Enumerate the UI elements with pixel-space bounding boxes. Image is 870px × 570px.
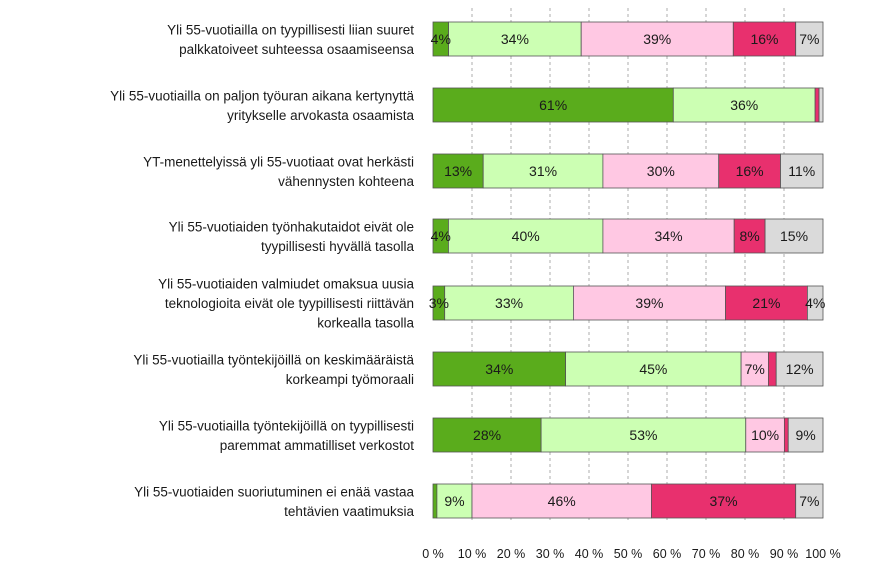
data-label: 7% (799, 31, 819, 47)
bar-segment (602, 153, 720, 189)
data-label: 4% (805, 295, 825, 311)
data-label: 37% (710, 493, 738, 509)
data-label: 16% (736, 163, 764, 179)
bar-segment (814, 87, 820, 123)
category-labels: Yli 55-vuotiailla on tyypillisesti liian… (110, 22, 414, 519)
data-label: 34% (485, 361, 513, 377)
data-label: 13% (444, 163, 472, 179)
bar-segment (775, 351, 824, 387)
data-label: 4% (431, 228, 451, 244)
x-axis-tick-labels: 0 % 10 % 20 % 30 % 40 % 50 % 60 % 70 % 80 % 90 % 1… (422, 547, 841, 561)
x-tick-label: 70 % (692, 547, 721, 561)
data-label: 40% (512, 228, 540, 244)
bar-segment (795, 483, 824, 519)
bar-segment (651, 483, 797, 519)
data-labels: 4% 34% 39% 16% 7% 61% 36% 13% 31% 30% 16% 11% 4% 40% 3… (429, 31, 826, 509)
bar-segment (444, 285, 574, 321)
category-label: Yli 55-vuotiailla työntekijöillä on kesk… (133, 352, 414, 387)
x-tick-label: 80 % (731, 547, 760, 561)
data-label: 21% (752, 295, 780, 311)
bar-segment (573, 285, 726, 321)
bar-segment (745, 417, 785, 453)
x-tick-label: 10 % (458, 547, 487, 561)
data-label: 12% (786, 361, 814, 377)
category-label: Yli 55-vuotiailla on tyypillisesti liian… (167, 22, 414, 57)
bar-segment (787, 417, 824, 453)
bar-segment (818, 87, 824, 123)
x-tick-label: 40 % (575, 547, 604, 561)
data-label: 15% (780, 228, 808, 244)
x-tick-label: 100 % (805, 547, 840, 561)
bar-segment (807, 285, 824, 321)
bars (432, 21, 824, 519)
bar-segment (448, 218, 604, 254)
bar-segment (432, 417, 542, 453)
data-label: 7% (745, 361, 765, 377)
category-label: Yli 55-vuotiaiden suoriutuminen ei enää … (134, 484, 414, 519)
data-label: 9% (444, 493, 464, 509)
data-label: 45% (639, 361, 667, 377)
bar-segment (740, 351, 769, 387)
data-label: 30% (647, 163, 675, 179)
bar-segment (540, 417, 747, 453)
bar-segment (432, 87, 674, 123)
category-label: Yli 55-vuotiaiden valmiudet omaksua uusi… (158, 277, 414, 331)
data-label: 31% (529, 163, 557, 179)
x-tick-label: 60 % (653, 547, 682, 561)
bar-segment (764, 218, 824, 254)
bar-segment (672, 87, 816, 123)
bar-segment (432, 153, 484, 189)
bar-segment (780, 153, 824, 189)
bar-segment (783, 417, 789, 453)
data-label: 34% (501, 31, 529, 47)
category-label: YT-menettelyissä yli 55-vuotiaat ovat he… (143, 154, 414, 189)
data-label: 46% (548, 493, 576, 509)
bar-segment (725, 285, 808, 321)
data-label: 53% (629, 427, 657, 443)
x-tick-label: 90 % (770, 547, 799, 561)
data-label: 11% (788, 163, 815, 179)
bar-segment (436, 483, 473, 519)
data-label: 4% (431, 31, 451, 47)
data-label: 39% (643, 31, 671, 47)
category-label: Yli 55-vuotiailla työntekijöillä on tyyp… (159, 418, 414, 453)
bar-segment (795, 21, 824, 57)
bar-segment (602, 218, 735, 254)
bar-segment (768, 351, 777, 387)
data-label: 61% (539, 97, 567, 113)
bar-segment (580, 21, 734, 57)
bar-segment (482, 153, 604, 189)
bar-segment (432, 351, 567, 387)
category-label: Yli 55-vuotiaiden työnhakutaidot eivät o… (169, 219, 415, 254)
category-label: Yli 55-vuotiailla on paljon työuran aika… (110, 88, 414, 123)
data-label: 7% (799, 493, 819, 509)
data-label: 16% (750, 31, 778, 47)
bar-segment (432, 483, 438, 519)
bar-segment (732, 21, 797, 57)
data-label: 33% (495, 295, 523, 311)
data-label: 3% (429, 295, 449, 311)
x-tick-label: 20 % (497, 547, 526, 561)
x-tick-label: 0 % (422, 547, 444, 561)
x-tick-label: 50 % (614, 547, 643, 561)
bar-segment (471, 483, 652, 519)
data-label: 8% (740, 228, 760, 244)
bar-segment (718, 153, 781, 189)
bar-segment (733, 218, 766, 254)
data-label: 28% (473, 427, 501, 443)
x-tick-label: 30 % (536, 547, 565, 561)
bar-segment (565, 351, 742, 387)
data-label: 34% (655, 228, 683, 244)
data-label: 9% (796, 427, 816, 443)
data-label: 39% (635, 295, 663, 311)
data-label: 10% (751, 427, 779, 443)
data-label: 36% (730, 97, 758, 113)
